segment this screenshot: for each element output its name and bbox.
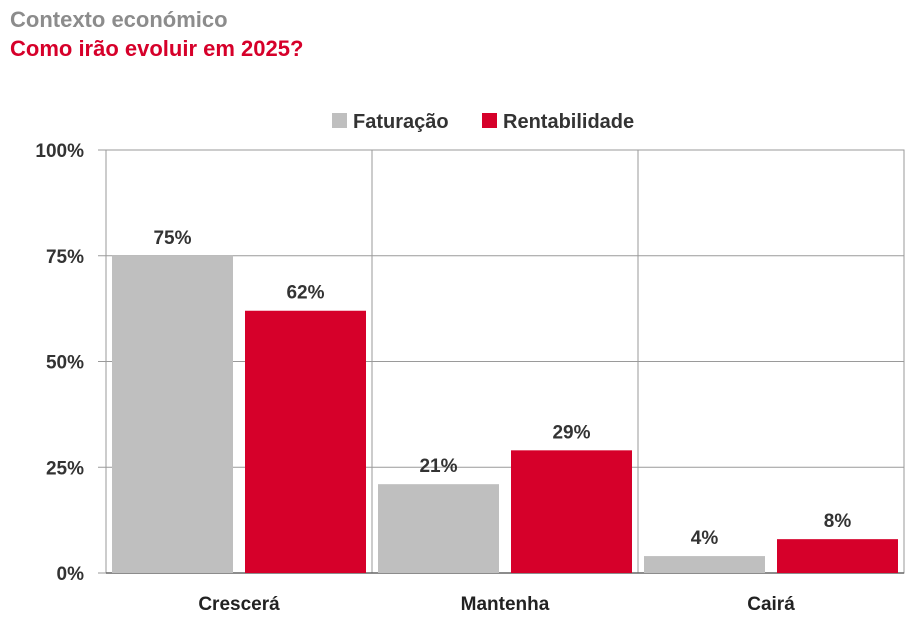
y-tick-label: 50% [46,353,84,374]
x-category-label: Mantenha [461,594,550,615]
y-tick-label: 25% [46,458,84,479]
bar [112,255,233,573]
legend-swatch [482,113,497,128]
bar [777,539,898,573]
bar [511,450,632,573]
bar [378,484,499,573]
x-category-label: Crescerá [198,594,280,615]
chart-subtitle: Contexto económico [10,7,228,32]
bar [644,556,765,573]
x-category-label: Cairá [747,594,795,615]
data-label: 4% [691,528,719,549]
bar [245,310,366,573]
legend-swatch [332,113,347,128]
chart-title: Como irão evoluir em 2025? [10,36,304,61]
data-label: 62% [286,283,324,304]
y-tick-label: 75% [46,247,84,268]
y-tick-label: 100% [35,141,84,162]
data-label: 8% [824,511,852,532]
y-tick-label: 0% [57,564,85,585]
chart-header: Contexto económico Como irão evoluir em … [10,6,303,64]
legend-label: Faturação [353,111,449,133]
data-label: 75% [153,228,191,249]
data-label: 21% [419,456,457,477]
data-label: 29% [552,422,590,443]
legend-label: Rentabilidade [503,111,634,133]
